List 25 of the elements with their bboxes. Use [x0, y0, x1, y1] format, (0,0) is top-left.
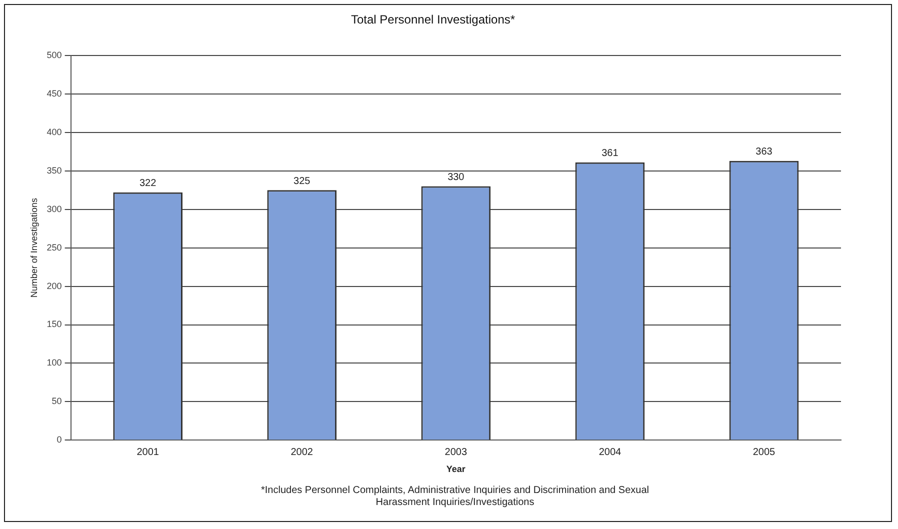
y-tick-label: 0: [56, 434, 62, 445]
text: *Includes Personnel Complaints, Administrative Inquiries and Discrimination and Sexual Harassment Inquiries/Investigations: [260, 485, 650, 509]
y-axis-title: Number of Investigations: [28, 198, 39, 298]
y-tick-label: 300: [46, 204, 62, 214]
data-label: 330: [448, 172, 465, 183]
x-tick-label: 2003: [444, 446, 468, 458]
y-tick-label: 250: [46, 242, 62, 252]
y-tick-label: 450: [46, 88, 62, 98]
data-label: 322: [139, 178, 157, 190]
x-axis-title: Year: [446, 464, 466, 474]
y-tick-label: 200: [46, 280, 62, 291]
data-label: 363: [756, 146, 773, 158]
data-label: 361: [602, 148, 619, 160]
y-tick-label: 50: [52, 396, 62, 406]
x-tick-label: 2005: [752, 446, 776, 458]
y-tick-label: 500: [46, 50, 62, 60]
y-tick-label: 350: [46, 165, 62, 176]
y-tick-label: 100: [46, 358, 62, 368]
x-tick-label: 2004: [598, 446, 622, 458]
y-tick-label: 150: [46, 319, 62, 330]
x-tick-label: 2002: [290, 446, 314, 458]
chart-title: Total Personnel Investigations*: [350, 12, 516, 27]
x-tick-label: 2001: [136, 446, 160, 458]
y-tick-label: 400: [46, 126, 62, 137]
data-label: 325: [294, 176, 311, 187]
